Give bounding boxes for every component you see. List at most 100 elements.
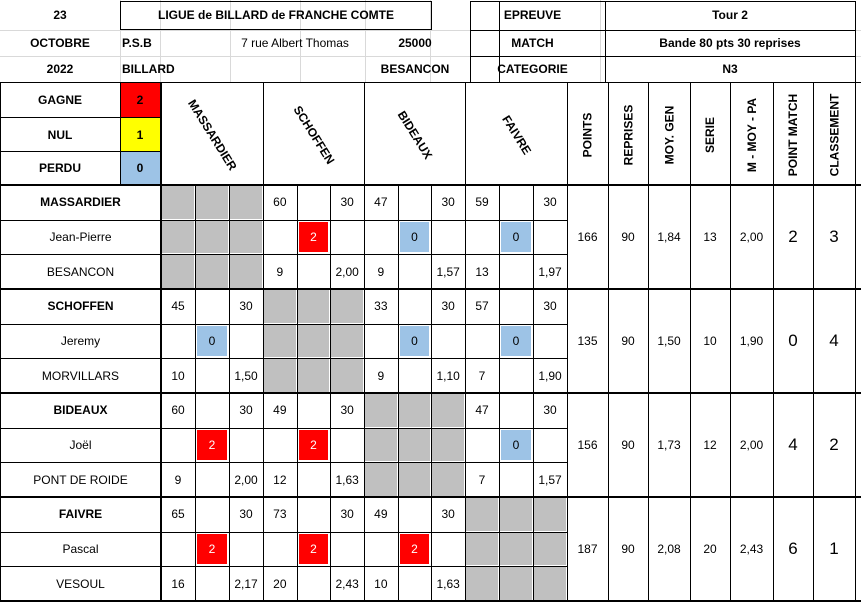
opponent-points[interactable]: 12 bbox=[273, 472, 287, 487]
opponent-points[interactable]: 20 bbox=[273, 576, 287, 591]
legend-nul-label[interactable]: NUL bbox=[47, 127, 73, 142]
match-reprises[interactable]: 30 bbox=[441, 299, 455, 314]
stat-reprises[interactable]: 90 bbox=[621, 230, 635, 244]
match-average[interactable]: 1,63 bbox=[436, 576, 460, 591]
player-club[interactable]: MORVILLARS bbox=[41, 368, 120, 383]
epreuve-label[interactable]: EPREUVE bbox=[503, 8, 562, 22]
stat-m-moy-pa[interactable]: 2,43 bbox=[739, 542, 764, 557]
opponent-points[interactable]: 9 bbox=[377, 368, 385, 383]
stat-points[interactable]: 135 bbox=[577, 334, 598, 348]
match-reprises[interactable]: 30 bbox=[239, 507, 253, 522]
stat-classement[interactable]: 1 bbox=[829, 539, 839, 559]
legend-perdu-label[interactable]: PERDU bbox=[38, 161, 81, 175]
match-average[interactable]: 2,43 bbox=[335, 576, 359, 591]
match-reprises[interactable]: 30 bbox=[239, 299, 253, 314]
league-title[interactable]: LIGUE de BILLARD de FRANCHE COMTE bbox=[158, 8, 394, 22]
match-points[interactable]: 65 bbox=[171, 507, 185, 522]
stat-point-match[interactable]: 4 bbox=[788, 435, 798, 455]
match-average[interactable]: 2,00 bbox=[234, 472, 258, 487]
player-firstname[interactable]: Jean-Pierre bbox=[49, 229, 112, 244]
stat-point-match[interactable]: 6 bbox=[788, 539, 798, 559]
stat-reprises[interactable]: 90 bbox=[621, 542, 635, 557]
stat-classement[interactable]: 4 bbox=[829, 331, 839, 350]
date-day[interactable]: 23 bbox=[53, 8, 67, 22]
categorie-value[interactable]: N3 bbox=[722, 62, 738, 76]
match-points[interactable]: 73 bbox=[273, 507, 287, 522]
player-surname[interactable]: FAIVRE bbox=[58, 507, 103, 522]
match-points[interactable]: 60 bbox=[273, 195, 287, 210]
match-average[interactable]: 1,50 bbox=[234, 368, 258, 383]
stat-serie[interactable]: 20 bbox=[703, 542, 717, 557]
stat-moy-gen[interactable]: 1,73 bbox=[657, 438, 681, 453]
stat-points[interactable]: 166 bbox=[577, 230, 598, 244]
opponent-points[interactable]: 9 bbox=[377, 264, 385, 279]
club-postcode[interactable]: 25000 bbox=[398, 36, 432, 50]
opponent-points[interactable]: 9 bbox=[174, 472, 182, 487]
player-firstname[interactable]: Joël bbox=[69, 438, 92, 453]
stat-classement[interactable]: 3 bbox=[829, 227, 839, 246]
stat-m-moy-pa[interactable]: 2,00 bbox=[739, 230, 764, 244]
match-points[interactable]: 59 bbox=[475, 195, 489, 210]
opponent-points[interactable]: 9 bbox=[276, 264, 284, 279]
match-value[interactable]: Bande 80 pts 30 reprises bbox=[659, 36, 801, 50]
match-reprises[interactable]: 30 bbox=[543, 299, 557, 314]
match-average[interactable]: 1,97 bbox=[538, 264, 562, 279]
match-average[interactable]: 1,90 bbox=[538, 368, 562, 383]
opponent-points[interactable]: 13 bbox=[475, 264, 489, 279]
opponent-points[interactable]: 10 bbox=[374, 576, 388, 591]
match-points[interactable]: 45 bbox=[171, 299, 185, 314]
opponent-points[interactable]: 7 bbox=[478, 472, 486, 487]
match-average[interactable]: 1,63 bbox=[335, 472, 359, 487]
player-firstname[interactable]: Pascal bbox=[62, 542, 99, 557]
categorie-label[interactable]: CATEGORIE bbox=[497, 62, 568, 76]
date-year[interactable]: 2022 bbox=[46, 62, 74, 76]
match-reprises[interactable]: 30 bbox=[340, 403, 354, 418]
match-reprises[interactable]: 30 bbox=[441, 195, 455, 210]
opponent-points[interactable]: 10 bbox=[171, 368, 185, 383]
stat-m-moy-pa[interactable]: 2,00 bbox=[739, 438, 764, 453]
epreuve-value[interactable]: Tour 2 bbox=[712, 8, 748, 22]
match-points[interactable]: 49 bbox=[273, 403, 287, 418]
player-surname[interactable]: SCHOFFEN bbox=[47, 299, 114, 314]
club-city[interactable]: BESANCON bbox=[380, 62, 450, 76]
match-points[interactable]: 57 bbox=[475, 299, 489, 314]
stat-points[interactable]: 187 bbox=[577, 542, 598, 557]
stat-moy-gen[interactable]: 1,84 bbox=[657, 230, 681, 244]
match-reprises[interactable]: 30 bbox=[340, 195, 354, 210]
match-reprises[interactable]: 30 bbox=[340, 507, 354, 522]
player-surname[interactable]: BIDEAUX bbox=[53, 403, 108, 418]
match-points[interactable]: 47 bbox=[374, 195, 388, 210]
match-points[interactable]: 33 bbox=[374, 299, 388, 314]
stat-reprises[interactable]: 90 bbox=[621, 334, 635, 348]
match-points[interactable]: 60 bbox=[171, 403, 185, 418]
match-average[interactable]: 1,57 bbox=[538, 472, 562, 487]
match-average[interactable]: 2,00 bbox=[335, 264, 359, 279]
match-average[interactable]: 2,17 bbox=[234, 576, 258, 591]
stat-serie[interactable]: 12 bbox=[703, 438, 717, 453]
match-reprises[interactable]: 30 bbox=[543, 403, 557, 418]
match-points[interactable]: 47 bbox=[475, 403, 489, 418]
stat-reprises[interactable]: 90 bbox=[621, 438, 635, 453]
match-reprises[interactable]: 30 bbox=[543, 195, 557, 210]
match-reprises[interactable]: 30 bbox=[441, 507, 455, 522]
player-surname[interactable]: MASSARDIER bbox=[40, 195, 121, 210]
player-club[interactable]: PONT DE ROIDE bbox=[33, 472, 128, 487]
stat-m-moy-pa[interactable]: 1,90 bbox=[739, 334, 764, 348]
stat-points[interactable]: 156 bbox=[577, 438, 598, 453]
stat-point-match[interactable]: 2 bbox=[788, 227, 798, 246]
date-month[interactable]: OCTOBRE bbox=[30, 36, 90, 50]
stat-classement[interactable]: 2 bbox=[829, 435, 839, 455]
match-reprises[interactable]: 30 bbox=[239, 403, 253, 418]
stat-serie[interactable]: 10 bbox=[703, 334, 717, 348]
stat-moy-gen[interactable]: 1,50 bbox=[657, 334, 681, 348]
player-club[interactable]: VESOUL bbox=[56, 576, 105, 591]
match-points[interactable]: 49 bbox=[374, 507, 388, 522]
stat-serie[interactable]: 13 bbox=[703, 230, 717, 244]
opponent-points[interactable]: 16 bbox=[171, 576, 185, 591]
club-name[interactable]: BILLARD bbox=[122, 62, 175, 76]
match-average[interactable]: 1,57 bbox=[436, 264, 460, 279]
legend-gagne-label[interactable]: GAGNE bbox=[37, 92, 82, 107]
opponent-points[interactable]: 7 bbox=[478, 368, 486, 383]
match-average[interactable]: 1,10 bbox=[436, 368, 460, 383]
match-label[interactable]: MATCH bbox=[511, 36, 554, 50]
